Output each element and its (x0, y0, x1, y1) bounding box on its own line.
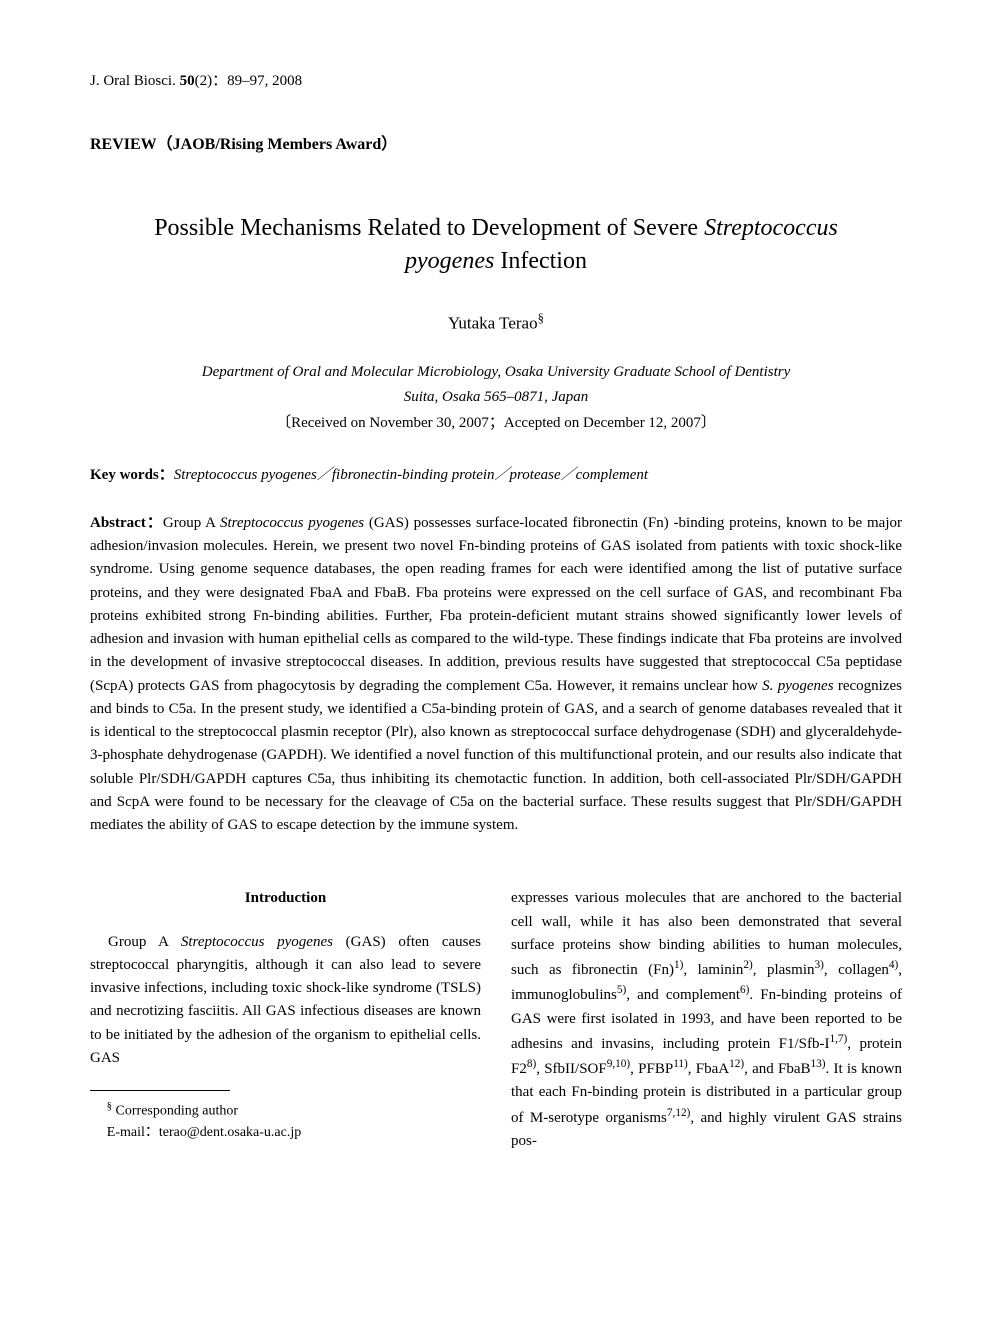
intro-right-f: , and complement (626, 987, 740, 1003)
intro-right-c: , plasmin (753, 962, 815, 978)
journal-issue: (2) (195, 73, 213, 89)
title-part1: Possible Mechanisms Related to Developme… (154, 215, 704, 241)
cite-6: 6) (740, 984, 749, 996)
abstract-label: Abstract： (90, 515, 163, 531)
journal-pages: 89–97, 2008 (227, 73, 302, 89)
journal-volume: 50 (180, 73, 195, 89)
intro-paragraph-left: Group A Streptococcus pyogenes (GAS) oft… (90, 931, 481, 1071)
intro-right-b: , laminin (683, 962, 743, 978)
cite-1: 1) (674, 959, 683, 971)
abstract-species-1: Streptococcus pyogenes (220, 515, 364, 531)
intro-right-l: , and FbaB (744, 1061, 810, 1077)
intro-left-a: Group A (108, 934, 181, 950)
intro-right-k: , FbaA (688, 1061, 729, 1077)
author-name: Yutaka Terao (448, 313, 538, 332)
intro-right-d: , collagen (824, 962, 889, 978)
intro-left-species: Streptococcus pyogenes (181, 934, 333, 950)
cite-2: 2) (743, 959, 752, 971)
section-label: REVIEW（JAOB/Rising Members Award） (90, 133, 902, 157)
article-title: Possible Mechanisms Related to Developme… (110, 212, 882, 279)
footnote-corresponding: § Corresponding author (90, 1099, 481, 1122)
intro-left-b: (GAS) often causes streptococcal pharyng… (90, 934, 481, 1066)
abstract-text-1c: recognizes and binds to C5a. In the pres… (90, 678, 902, 834)
footnote-rule (90, 1090, 230, 1091)
cite-13: 13) (811, 1058, 826, 1070)
footnote-email-label: E-mail： (107, 1125, 159, 1140)
author: Yutaka Terao§ (90, 309, 902, 336)
abstract: Abstract：Group A Streptococcus pyogenes … (90, 512, 902, 838)
cite-11: 11) (673, 1058, 688, 1070)
intro-right-j: , PFBP (630, 1061, 673, 1077)
cite-12: 12) (729, 1058, 744, 1070)
affiliation-line1: Department of Oral and Molecular Microbi… (90, 361, 902, 384)
author-mark: § (538, 311, 544, 325)
introduction-heading: Introduction (90, 887, 481, 910)
cite-17: 1,7) (829, 1033, 847, 1045)
abstract-species-2: S. pyogenes (762, 678, 833, 694)
journal-reference: J. Oral Biosci. 50(2)：89–97, 2008 (90, 70, 902, 93)
abstract-text-1b: (GAS) possesses surface-located fibronec… (90, 515, 902, 694)
keywords: Key words：Streptococcus pyogenes／fibrone… (90, 464, 902, 487)
body-columns: Introduction Group A Streptococcus pyoge… (90, 887, 902, 1153)
title-part2: Infection (494, 248, 587, 274)
abstract-text-1a: Group A (163, 515, 220, 531)
cite-3: 3) (814, 959, 823, 971)
footnote-mark: § (107, 1101, 112, 1112)
journal-name: J. Oral Biosci. (90, 73, 176, 89)
intro-right-i: , SfbII/SOF (536, 1061, 607, 1077)
cite-4: 4) (889, 959, 898, 971)
footnote-email: E-mail：terao@dent.osaka-u.ac.jp (90, 1122, 481, 1143)
intro-paragraph-right: expresses various molecules that are anc… (511, 887, 902, 1153)
footnote-email-value: terao@dent.osaka-u.ac.jp (159, 1125, 301, 1140)
received-dates: 〔Received on November 30, 2007；Accepted … (90, 412, 902, 435)
keywords-label: Key words： (90, 467, 174, 483)
affiliation-line2: Suita, Osaka 565–0871, Japan (90, 386, 902, 409)
cite-712: 7,12) (667, 1107, 690, 1119)
right-column: expresses various molecules that are anc… (511, 887, 902, 1153)
keywords-content: Streptococcus pyogenes／fibronectin-bindi… (174, 467, 648, 483)
footnote-label: Corresponding author (116, 1104, 238, 1119)
cite-910: 9,10) (607, 1058, 630, 1070)
left-column: Introduction Group A Streptococcus pyoge… (90, 887, 481, 1153)
cite-8: 8) (527, 1058, 536, 1070)
cite-5: 5) (617, 984, 626, 996)
